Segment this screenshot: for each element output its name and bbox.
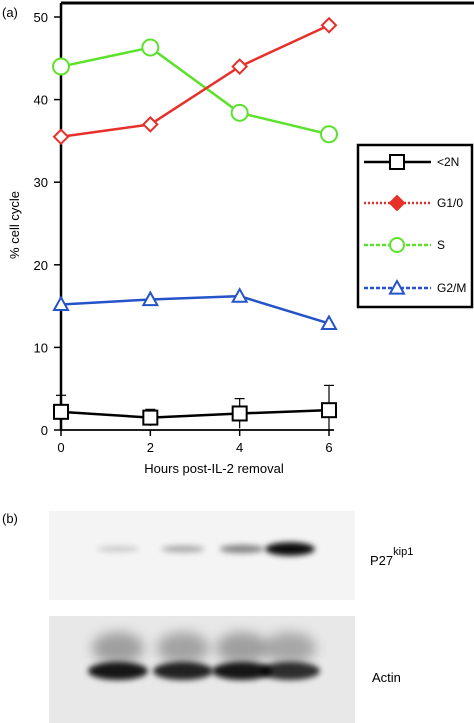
data-point	[52, 295, 70, 312]
legend-label: <2N	[437, 155, 459, 169]
band-actin	[153, 662, 213, 680]
y-tick-label: 20	[34, 258, 48, 273]
band-p27	[161, 545, 205, 553]
band-p27	[265, 542, 315, 556]
legend-entry-0: <2N	[364, 154, 459, 170]
x-tick-label: 4	[236, 440, 243, 455]
data-point	[320, 16, 338, 34]
data-point	[142, 409, 159, 426]
data-point	[141, 115, 159, 133]
chart-axes: 0 10 20 30 40 50 0 2 4 6	[34, 1, 474, 455]
band-actin-smear	[216, 632, 268, 664]
blot-label-p27: P27kip1	[370, 546, 413, 568]
x-tick-label: 2	[147, 440, 154, 455]
series-line	[60, 46, 330, 136]
legend-marker	[388, 278, 406, 295]
chart-plot-area	[52, 16, 338, 430]
legend-entry-3: G2/M	[364, 278, 466, 295]
legend-label: S	[437, 238, 445, 252]
series-1	[52, 16, 338, 146]
data-point	[141, 290, 160, 307]
blot-label-actin: Actin	[372, 670, 401, 685]
y-tick-label: 10	[34, 340, 48, 355]
legend-box	[356, 143, 474, 309]
band-actin-smear	[264, 632, 316, 664]
band-actin-smear	[92, 632, 144, 664]
legend: <2N G1/0 S G2/M	[356, 143, 474, 309]
blot-panel-p27	[49, 511, 355, 600]
band-actin-smear	[157, 632, 209, 664]
x-tick-label: 0	[57, 440, 64, 455]
data-point	[52, 57, 70, 76]
data-point	[320, 125, 338, 144]
data-point	[141, 38, 160, 57]
series-line	[60, 294, 330, 325]
band-p27	[219, 544, 265, 554]
panel-b-label: (b)	[2, 511, 18, 526]
y-tick-label: 30	[34, 175, 48, 190]
data-point	[231, 405, 248, 422]
series-0	[53, 384, 337, 430]
band-actin	[260, 662, 320, 680]
legend-marker	[389, 154, 405, 170]
data-point	[231, 58, 249, 75]
panel-a-label: (a)	[2, 5, 18, 20]
legend-label: G2/M	[437, 281, 466, 295]
series-line	[60, 24, 330, 139]
data-point	[230, 103, 249, 122]
y-tick-label: 50	[34, 10, 48, 25]
band-actin	[212, 662, 272, 680]
data-point	[320, 314, 338, 331]
legend-marker	[389, 237, 405, 253]
x-tick-label: 6	[325, 440, 332, 455]
data-point	[230, 287, 249, 303]
legend-entry-2: S	[364, 237, 445, 253]
series-3	[52, 287, 338, 331]
band-actin	[88, 662, 148, 680]
western-blot: P27kip1 Actin	[49, 511, 413, 723]
band-p27	[97, 546, 139, 552]
series-2	[52, 38, 338, 144]
y-tick-label: 0	[41, 423, 48, 438]
data-point	[53, 403, 69, 420]
series-line	[60, 408, 330, 419]
y-tick-label: 40	[34, 93, 48, 108]
data-point	[52, 128, 70, 146]
data-point	[321, 402, 337, 419]
legend-entry-1: G1/0	[364, 194, 463, 212]
x-axis-label: Hours post-IL-2 removal	[144, 461, 284, 476]
legend-label: G1/0	[437, 196, 463, 210]
legend-marker	[388, 194, 406, 212]
y-axis-label: % cell cycle	[7, 191, 22, 259]
